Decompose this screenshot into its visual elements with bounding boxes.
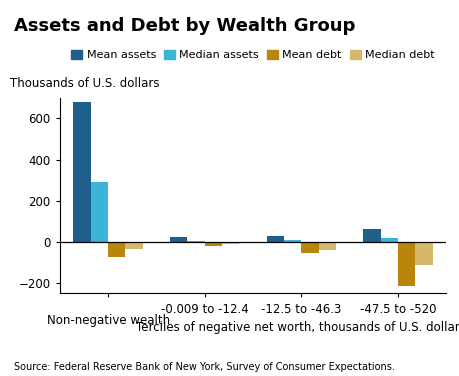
Bar [222,242,239,244]
Text: Assets and Debt by Wealth Group: Assets and Debt by Wealth Group [14,17,354,35]
Text: Terciles of negative net worth, thousands of U.S. dollars: Terciles of negative net worth, thousand… [136,321,459,335]
Bar [414,242,432,265]
Bar [90,182,108,242]
Legend: Mean assets, Median assets, Mean debt, Median debt: Mean assets, Median assets, Mean debt, M… [67,45,438,65]
Bar [266,236,283,242]
Text: -12.5 to -46.3: -12.5 to -46.3 [261,303,341,316]
Bar [362,229,380,242]
Bar [204,242,222,246]
Text: -0.009 to -12.4: -0.009 to -12.4 [161,303,248,316]
Text: Source: Federal Reserve Bank of New York, Survey of Consumer Expectations.: Source: Federal Reserve Bank of New York… [14,362,394,372]
Bar [73,102,90,242]
Bar [125,242,143,249]
Bar [397,242,414,286]
Bar [301,242,318,253]
Text: Thousands of U.S. dollars: Thousands of U.S. dollars [10,77,159,90]
Bar [380,238,397,242]
Bar [187,241,204,242]
Text: Non-negative wealth: Non-negative wealth [46,314,169,327]
Bar [169,237,187,242]
Bar [283,240,301,242]
Text: -47.5 to -520: -47.5 to -520 [359,303,435,316]
Bar [318,242,336,250]
Bar [108,242,125,257]
